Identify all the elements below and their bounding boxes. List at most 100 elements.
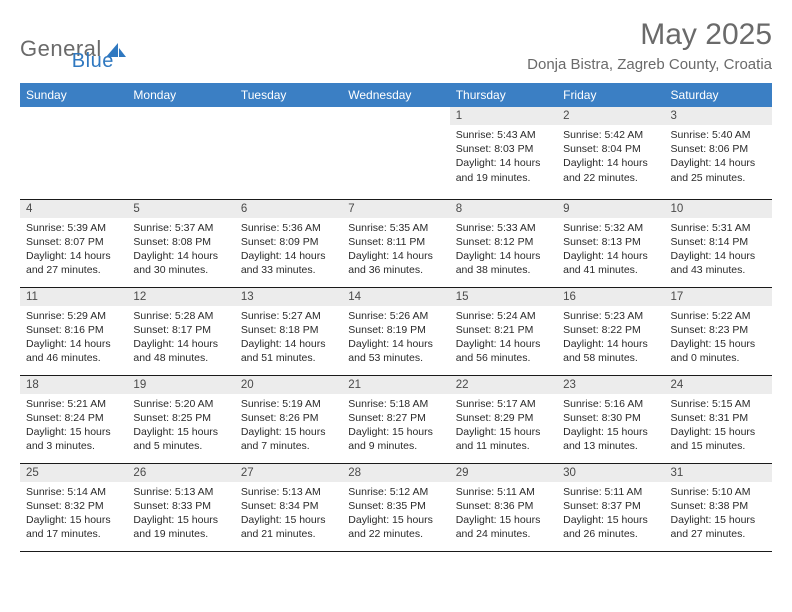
day-details: Sunrise: 5:43 AMSunset: 8:03 PMDaylight:… <box>450 125 557 187</box>
day-number: 21 <box>342 376 449 394</box>
weekday-header: Sunday <box>20 83 127 107</box>
day-number: 28 <box>342 464 449 482</box>
day-number: 25 <box>20 464 127 482</box>
calendar-day-cell: 2Sunrise: 5:42 AMSunset: 8:04 PMDaylight… <box>557 107 664 199</box>
calendar-day-cell: 20Sunrise: 5:19 AMSunset: 8:26 PMDayligh… <box>235 375 342 463</box>
day-number: 22 <box>450 376 557 394</box>
weekday-header: Wednesday <box>342 83 449 107</box>
day-number: 31 <box>665 464 772 482</box>
calendar-day-cell: 5Sunrise: 5:37 AMSunset: 8:08 PMDaylight… <box>127 199 234 287</box>
weekday-header: Saturday <box>665 83 772 107</box>
day-number: 1 <box>450 107 557 125</box>
day-number: 23 <box>557 376 664 394</box>
calendar-day-cell: 17Sunrise: 5:22 AMSunset: 8:23 PMDayligh… <box>665 287 772 375</box>
day-details: Sunrise: 5:33 AMSunset: 8:12 PMDaylight:… <box>450 218 557 280</box>
day-details: Sunrise: 5:37 AMSunset: 8:08 PMDaylight:… <box>127 218 234 280</box>
day-details: Sunrise: 5:35 AMSunset: 8:11 PMDaylight:… <box>342 218 449 280</box>
calendar-week-row: 25Sunrise: 5:14 AMSunset: 8:32 PMDayligh… <box>20 463 772 551</box>
calendar-day-cell: 8Sunrise: 5:33 AMSunset: 8:12 PMDaylight… <box>450 199 557 287</box>
calendar-day-cell: 4Sunrise: 5:39 AMSunset: 8:07 PMDaylight… <box>20 199 127 287</box>
header-row: General Blue May 2025 Donja Bistra, Zagr… <box>20 18 772 73</box>
day-number: 6 <box>235 200 342 218</box>
calendar-day-cell: 23Sunrise: 5:16 AMSunset: 8:30 PMDayligh… <box>557 375 664 463</box>
weekday-header: Friday <box>557 83 664 107</box>
calendar-empty-cell <box>127 107 234 199</box>
calendar-day-cell: 1Sunrise: 5:43 AMSunset: 8:03 PMDaylight… <box>450 107 557 199</box>
day-number: 19 <box>127 376 234 394</box>
day-details: Sunrise: 5:13 AMSunset: 8:34 PMDaylight:… <box>235 482 342 544</box>
calendar-day-cell: 16Sunrise: 5:23 AMSunset: 8:22 PMDayligh… <box>557 287 664 375</box>
day-number: 13 <box>235 288 342 306</box>
day-details: Sunrise: 5:36 AMSunset: 8:09 PMDaylight:… <box>235 218 342 280</box>
calendar-day-cell: 12Sunrise: 5:28 AMSunset: 8:17 PMDayligh… <box>127 287 234 375</box>
calendar-day-cell: 31Sunrise: 5:10 AMSunset: 8:38 PMDayligh… <box>665 463 772 551</box>
calendar-table: SundayMondayTuesdayWednesdayThursdayFrid… <box>20 83 772 552</box>
calendar-empty-cell <box>235 107 342 199</box>
day-number: 24 <box>665 376 772 394</box>
calendar-day-cell: 15Sunrise: 5:24 AMSunset: 8:21 PMDayligh… <box>450 287 557 375</box>
day-number: 5 <box>127 200 234 218</box>
calendar-day-cell: 7Sunrise: 5:35 AMSunset: 8:11 PMDaylight… <box>342 199 449 287</box>
day-details: Sunrise: 5:11 AMSunset: 8:36 PMDaylight:… <box>450 482 557 544</box>
weekday-header: Monday <box>127 83 234 107</box>
day-number: 27 <box>235 464 342 482</box>
day-details: Sunrise: 5:13 AMSunset: 8:33 PMDaylight:… <box>127 482 234 544</box>
day-details: Sunrise: 5:24 AMSunset: 8:21 PMDaylight:… <box>450 306 557 368</box>
day-number: 29 <box>450 464 557 482</box>
calendar-day-cell: 28Sunrise: 5:12 AMSunset: 8:35 PMDayligh… <box>342 463 449 551</box>
day-number: 3 <box>665 107 772 125</box>
calendar-day-cell: 11Sunrise: 5:29 AMSunset: 8:16 PMDayligh… <box>20 287 127 375</box>
day-details: Sunrise: 5:28 AMSunset: 8:17 PMDaylight:… <box>127 306 234 368</box>
calendar-week-row: 4Sunrise: 5:39 AMSunset: 8:07 PMDaylight… <box>20 199 772 287</box>
calendar-header: SundayMondayTuesdayWednesdayThursdayFrid… <box>20 83 772 107</box>
day-details: Sunrise: 5:29 AMSunset: 8:16 PMDaylight:… <box>20 306 127 368</box>
day-number: 16 <box>557 288 664 306</box>
calendar-empty-cell <box>20 107 127 199</box>
calendar-week-row: 1Sunrise: 5:43 AMSunset: 8:03 PMDaylight… <box>20 107 772 199</box>
calendar-day-cell: 26Sunrise: 5:13 AMSunset: 8:33 PMDayligh… <box>127 463 234 551</box>
day-number: 10 <box>665 200 772 218</box>
calendar-week-row: 11Sunrise: 5:29 AMSunset: 8:16 PMDayligh… <box>20 287 772 375</box>
day-details: Sunrise: 5:11 AMSunset: 8:37 PMDaylight:… <box>557 482 664 544</box>
day-number: 26 <box>127 464 234 482</box>
calendar-day-cell: 9Sunrise: 5:32 AMSunset: 8:13 PMDaylight… <box>557 199 664 287</box>
calendar-day-cell: 22Sunrise: 5:17 AMSunset: 8:29 PMDayligh… <box>450 375 557 463</box>
day-number: 7 <box>342 200 449 218</box>
calendar-empty-cell <box>342 107 449 199</box>
day-details: Sunrise: 5:10 AMSunset: 8:38 PMDaylight:… <box>665 482 772 544</box>
day-details: Sunrise: 5:17 AMSunset: 8:29 PMDaylight:… <box>450 394 557 456</box>
calendar-day-cell: 6Sunrise: 5:36 AMSunset: 8:09 PMDaylight… <box>235 199 342 287</box>
day-details: Sunrise: 5:27 AMSunset: 8:18 PMDaylight:… <box>235 306 342 368</box>
day-number: 8 <box>450 200 557 218</box>
day-details: Sunrise: 5:23 AMSunset: 8:22 PMDaylight:… <box>557 306 664 368</box>
day-details: Sunrise: 5:32 AMSunset: 8:13 PMDaylight:… <box>557 218 664 280</box>
day-number: 14 <box>342 288 449 306</box>
month-title: May 2025 <box>527 18 772 52</box>
day-number: 18 <box>20 376 127 394</box>
calendar-day-cell: 29Sunrise: 5:11 AMSunset: 8:36 PMDayligh… <box>450 463 557 551</box>
calendar-body: 1Sunrise: 5:43 AMSunset: 8:03 PMDaylight… <box>20 107 772 551</box>
day-details: Sunrise: 5:42 AMSunset: 8:04 PMDaylight:… <box>557 125 664 187</box>
day-details: Sunrise: 5:15 AMSunset: 8:31 PMDaylight:… <box>665 394 772 456</box>
logo: General Blue <box>20 18 114 73</box>
calendar-day-cell: 13Sunrise: 5:27 AMSunset: 8:18 PMDayligh… <box>235 287 342 375</box>
day-number: 4 <box>20 200 127 218</box>
weekday-header: Tuesday <box>235 83 342 107</box>
calendar-day-cell: 14Sunrise: 5:26 AMSunset: 8:19 PMDayligh… <box>342 287 449 375</box>
day-details: Sunrise: 5:12 AMSunset: 8:35 PMDaylight:… <box>342 482 449 544</box>
calendar-day-cell: 19Sunrise: 5:20 AMSunset: 8:25 PMDayligh… <box>127 375 234 463</box>
day-details: Sunrise: 5:20 AMSunset: 8:25 PMDaylight:… <box>127 394 234 456</box>
calendar-day-cell: 25Sunrise: 5:14 AMSunset: 8:32 PMDayligh… <box>20 463 127 551</box>
calendar-week-row: 18Sunrise: 5:21 AMSunset: 8:24 PMDayligh… <box>20 375 772 463</box>
calendar-day-cell: 10Sunrise: 5:31 AMSunset: 8:14 PMDayligh… <box>665 199 772 287</box>
calendar-day-cell: 18Sunrise: 5:21 AMSunset: 8:24 PMDayligh… <box>20 375 127 463</box>
day-number: 12 <box>127 288 234 306</box>
calendar-day-cell: 3Sunrise: 5:40 AMSunset: 8:06 PMDaylight… <box>665 107 772 199</box>
day-number: 11 <box>20 288 127 306</box>
day-number: 2 <box>557 107 664 125</box>
calendar-day-cell: 27Sunrise: 5:13 AMSunset: 8:34 PMDayligh… <box>235 463 342 551</box>
day-details: Sunrise: 5:18 AMSunset: 8:27 PMDaylight:… <box>342 394 449 456</box>
day-details: Sunrise: 5:39 AMSunset: 8:07 PMDaylight:… <box>20 218 127 280</box>
weekday-header: Thursday <box>450 83 557 107</box>
calendar-day-cell: 21Sunrise: 5:18 AMSunset: 8:27 PMDayligh… <box>342 375 449 463</box>
